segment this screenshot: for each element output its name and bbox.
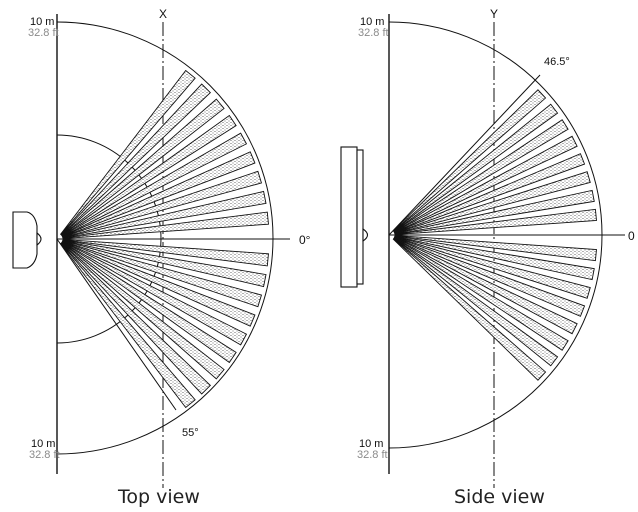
side-view-panel: 10 m 32.8 ft 10 m 32.8 ft Y 0 46.5° Side… — [340, 7, 635, 508]
top-view-zone-lower-7 — [60, 242, 225, 380]
side-view-sensor — [340, 146, 369, 288]
top-view-max-angle-leader — [56, 238, 177, 411]
side-view-range-top-m: 10 m — [360, 16, 384, 28]
side-view-max-angle-leader — [388, 74, 541, 236]
side-view-max-angle-label: 46.5° — [544, 56, 570, 68]
side-view-range-bottom-m: 10 m — [359, 438, 383, 450]
top-view-zone-lower-5 — [61, 241, 248, 346]
side-view-centerline-label: Y — [490, 7, 498, 21]
side-view-zone-lower-8 — [392, 238, 547, 381]
top-view-zone-lower-2 — [62, 239, 267, 288]
top-view-panel: 10 m 32.8 ft 10 m 32.8 ft X 0° 55° Top v… — [12, 7, 311, 508]
top-view-zone-lower-8 — [60, 242, 211, 395]
top-view-sensor — [12, 211, 42, 269]
top-view-detection-zones — [60, 69, 269, 409]
side-view-sensor-body-side — [356, 149, 364, 285]
side-view-range-top-ft: 32.8 ft — [358, 27, 389, 39]
top-view-zone-upper-9 — [60, 69, 196, 236]
side-view-sensor-lens — [362, 227, 369, 243]
side-view-detection-zones — [392, 89, 597, 381]
side-view-sensor-body-front — [340, 146, 358, 288]
top-view-caption: Top view — [117, 486, 200, 508]
top-view-sensor-lens — [36, 231, 42, 247]
side-view-caption: Side view — [454, 486, 545, 508]
top-view-range-arc — [56, 21, 274, 455]
top-view-zone-lower-6 — [61, 241, 237, 364]
side-view-zero-angle-label: 0 — [628, 229, 635, 243]
side-view-range-bottom-ft: 32.8 ft — [357, 449, 388, 461]
top-view-range-bottom-ft: 32.8 ft — [29, 449, 60, 461]
top-view-zone-lower-4 — [61, 240, 256, 327]
top-view-zone-lower-3 — [62, 240, 263, 308]
top-view-zone-lower-1 — [62, 238, 269, 267]
top-view-range-top-m: 10 m — [30, 16, 54, 28]
top-view-centerline-label: X — [159, 7, 167, 21]
top-view-sensor-housing — [12, 211, 38, 269]
top-view-max-angle-label: 55° — [182, 427, 199, 439]
top-view-range-top-ft: 32.8 ft — [28, 27, 59, 39]
top-view-zero-angle-label: 0° — [299, 233, 311, 247]
top-view-range-bottom-m: 10 m — [31, 438, 55, 450]
